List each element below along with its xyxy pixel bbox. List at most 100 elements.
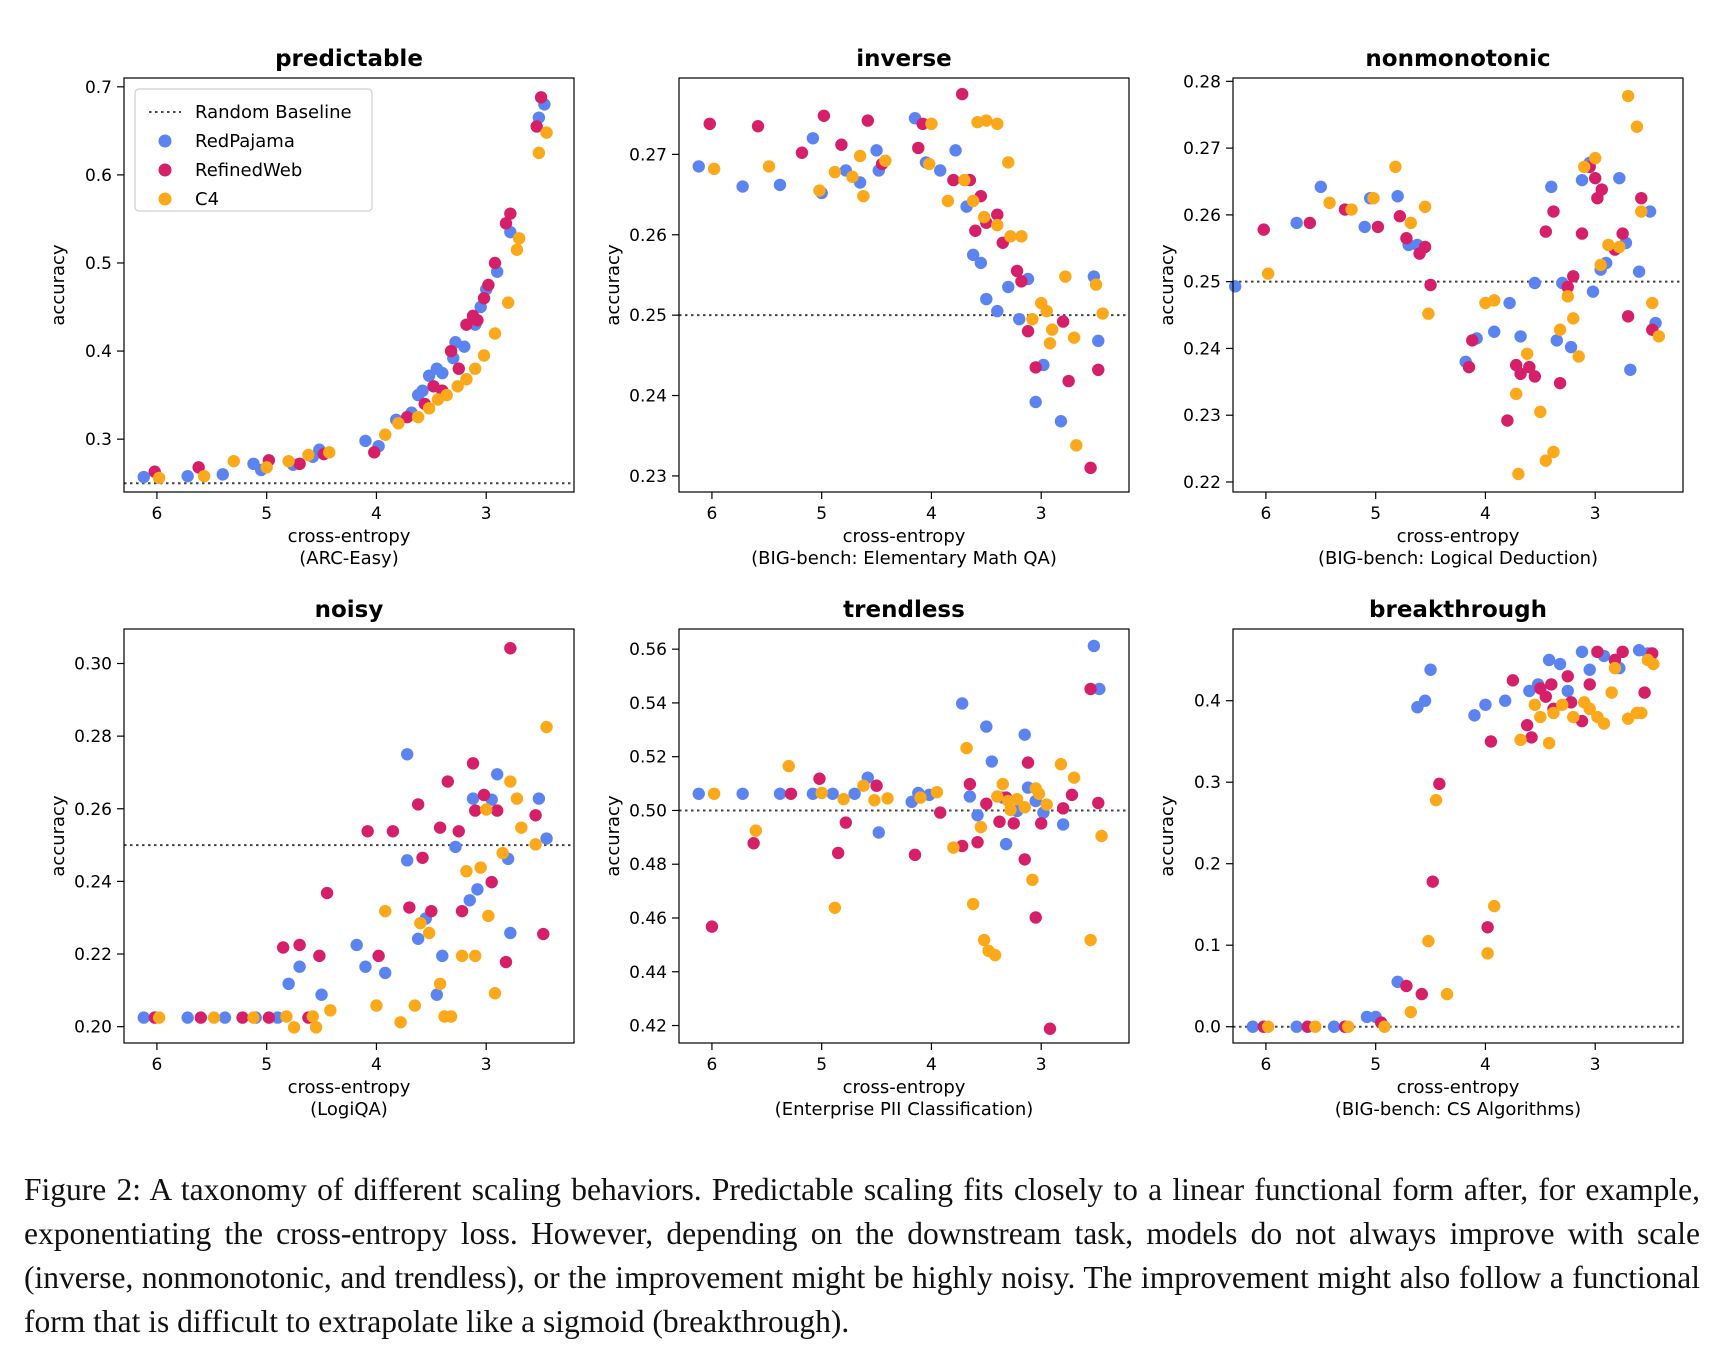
point-c4 (762, 160, 776, 173)
point-c4 (1067, 331, 1081, 344)
y-tick-label: 0.54 (629, 694, 667, 714)
point-c4 (394, 1016, 407, 1029)
y-axis-label: accuracy (1157, 244, 1178, 326)
point-refinedweb (916, 117, 929, 131)
point-refinedweb (1029, 911, 1042, 924)
y-tick-label: 0.28 (1183, 72, 1221, 92)
point-redpajama (1523, 684, 1536, 698)
point-redpajama (826, 787, 839, 800)
point-redpajama (966, 248, 980, 262)
point-refinedweb (1583, 678, 1596, 691)
x-axis-label: cross-entropy (843, 1077, 966, 1098)
point-c4 (1084, 933, 1097, 947)
point-c4 (1002, 156, 1015, 169)
y-tick-label: 0.23 (629, 467, 667, 487)
point-c4 (1553, 323, 1567, 336)
point-redpajama (1613, 171, 1626, 185)
point-redpajama (1228, 280, 1242, 293)
y-axis-label: accuracy (48, 244, 69, 326)
point-c4 (207, 1011, 221, 1024)
chart-breakthrough: breakthrough 6 5 4 3 0.0 0.1 0.2 0.3 0.4 cross-ent… (1157, 597, 1684, 1120)
point-refinedweb (1371, 220, 1385, 234)
point-c4 (1096, 307, 1109, 320)
x-tick-label: 5 (261, 504, 272, 524)
point-c4 (1621, 89, 1635, 103)
point-refinedweb (1424, 278, 1437, 292)
point-refinedweb (912, 141, 925, 155)
point-redpajama (411, 932, 425, 945)
point-c4 (247, 1011, 260, 1024)
y-tick-label: 0.27 (1183, 139, 1221, 159)
point-redpajama (540, 832, 553, 845)
point-redpajama (532, 792, 546, 805)
point-c4 (392, 417, 405, 430)
point-refinedweb (1056, 802, 1070, 815)
point-refinedweb (1433, 777, 1446, 791)
x-axis-label: cross-entropy (288, 1077, 411, 1098)
x-tick-label: 6 (707, 504, 718, 524)
plot-frame (123, 77, 575, 493)
y-tick-label: 0.7 (85, 78, 112, 98)
point-redpajama (1418, 694, 1432, 707)
point-c4 (1010, 792, 1024, 806)
point-redpajama (1528, 276, 1542, 290)
y-tick-label: 0.24 (629, 387, 667, 407)
legend-label: Random Baseline (195, 102, 352, 123)
point-c4 (923, 157, 936, 171)
point-c4 (488, 987, 502, 1000)
point-c4 (1561, 290, 1574, 303)
point-c4 (1040, 304, 1053, 318)
point-refinedweb (368, 446, 381, 459)
point-c4 (1578, 160, 1591, 174)
chart-inverse: inverse 6 5 4 3 0.23 0.24 0.25 0.26 0.27 cross-ent… (603, 46, 1130, 569)
point-redpajama (1290, 216, 1303, 230)
point-redpajama (436, 366, 449, 380)
point-c4 (828, 165, 842, 179)
plot-frame (1232, 77, 1684, 493)
x-tick-label: 3 (1590, 1055, 1601, 1075)
point-c4 (925, 117, 938, 131)
point-c4 (941, 194, 955, 208)
y-tick-label: 0.26 (74, 800, 112, 820)
point-redpajama (400, 748, 414, 761)
point-c4 (1095, 829, 1108, 843)
point-refinedweb (747, 837, 760, 850)
point-redpajama (1498, 694, 1512, 707)
point-refinedweb (482, 278, 495, 292)
point-c4 (881, 792, 894, 805)
x-tick-label: 5 (1370, 1055, 1381, 1075)
point-refinedweb (1393, 210, 1407, 223)
point-redpajama (1391, 189, 1404, 203)
point-redpajama (974, 256, 988, 270)
point-c4 (309, 1021, 323, 1034)
point-refinedweb (1588, 171, 1602, 185)
point-c4 (1418, 200, 1432, 214)
x-tick-label: 4 (926, 504, 937, 524)
point-refinedweb (460, 318, 473, 331)
y-tick-label: 0.30 (74, 655, 112, 675)
point-redpajama (1542, 653, 1556, 667)
point-redpajama (1029, 395, 1042, 409)
point-refinedweb (813, 772, 826, 785)
point-refinedweb (1553, 376, 1567, 390)
point-refinedweb (469, 804, 482, 817)
chart-nonmonotonic: nonmonotonic 6 5 4 3 0.22 0.23 0.24 0.25 0.26 0.27… (1157, 46, 1684, 569)
point-refinedweb (1257, 223, 1270, 236)
point-c4 (930, 785, 944, 799)
point-refinedweb (485, 875, 498, 889)
point-c4 (991, 117, 1004, 131)
point-refinedweb (703, 117, 716, 131)
point-redpajama (400, 854, 414, 867)
point-refinedweb (452, 825, 465, 838)
point-c4 (977, 933, 991, 947)
chart-title: nonmonotonic (1365, 46, 1550, 72)
x-axis-sublabel: (LogiQA) (310, 1099, 388, 1120)
point-redpajama (137, 470, 150, 484)
point-c4 (414, 916, 427, 930)
point-refinedweb (839, 816, 853, 829)
point-redpajama (293, 960, 306, 973)
chart-trendless: trendless 6 5 4 3 0.42 0.44 0.46 0.48 0.50 0.52 0.5… (603, 597, 1130, 1120)
x-axis-sublabel: (Enterprise PII Classification) (775, 1099, 1034, 1120)
x-axis-sublabel: (ARC-Easy) (299, 548, 398, 569)
point-c4 (1539, 454, 1553, 467)
